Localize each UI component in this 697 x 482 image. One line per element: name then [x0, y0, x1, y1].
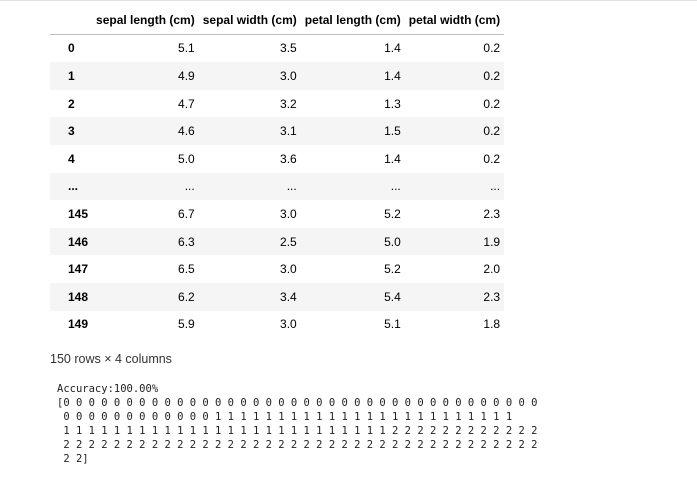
table-cell: 1.8	[483, 317, 501, 332]
table-cell: 2.3	[483, 206, 501, 221]
table-cell: 3.0	[280, 206, 297, 221]
row-index: 1	[68, 68, 75, 83]
table-cell: 5.0	[384, 234, 401, 249]
table-cell: 5.9	[178, 317, 195, 332]
table-cell: 4.7	[178, 96, 195, 111]
stdout-output: Accuracy:100.00% [0 0 0 0 0 0 0 0 0 0 0 …	[57, 382, 537, 466]
table-cell: 3.6	[280, 151, 297, 166]
table-cell: 5.2	[384, 262, 401, 277]
dataframe-shape-note: 150 rows × 4 columns	[50, 352, 172, 366]
table-row: 4 5.0 3.6 1.4 0.2	[50, 145, 504, 173]
table-cell: 3.1	[280, 124, 297, 139]
cell-top-divider	[0, 0, 697, 1]
table-cell: 1.9	[483, 234, 501, 249]
row-index: 3	[68, 124, 75, 139]
table-cell: 5.1	[384, 317, 401, 332]
prediction-line: 2 2 2 2 2 2 2 2 2 2 2 2 2 2 2 2 2 2 2 2 …	[57, 439, 538, 451]
row-index: 146	[68, 234, 89, 249]
accuracy-line: Accuracy:100.00%	[57, 383, 159, 395]
table-cell: 6.3	[178, 234, 195, 249]
row-index: ...	[68, 179, 79, 194]
prediction-line: 2 2]	[57, 453, 89, 465]
row-index: 2	[68, 96, 75, 111]
table-cell: 6.2	[178, 289, 195, 304]
prediction-line: 0 0 0 0 0 0 0 0 0 0 0 0 1 1 1 1 1 1 1 1 …	[57, 411, 513, 423]
index-header	[50, 6, 93, 35]
table-cell: 6.5	[178, 262, 195, 277]
table-row: 148 6.2 3.4 5.4 2.3	[50, 282, 505, 311]
table-row: 149 5.9 3.0 5.1 1.8	[50, 311, 504, 339]
table-cell: 2.3	[483, 289, 501, 304]
table-cell: 3.5	[280, 41, 297, 56]
row-index: 149	[68, 317, 89, 332]
header-row: sepal length (cm) sepal width (cm) petal…	[50, 6, 505, 35]
table-row: 1 4.9 3.0 1.4 0.2	[50, 62, 505, 90]
row-index: 145	[68, 206, 89, 221]
column-header: sepal width (cm)	[198, 6, 301, 35]
table-cell: ...	[390, 179, 401, 194]
column-header: petal length (cm)	[300, 6, 405, 35]
table-cell: 1.4	[384, 68, 401, 83]
row-index: 4	[68, 151, 75, 166]
table-cell: 1.3	[384, 96, 401, 111]
table-cell: 1.4	[384, 151, 401, 166]
prediction-line: 1 1 1 1 1 1 1 1 1 1 1 1 1 1 1 1 1 1 1 1 …	[57, 425, 538, 437]
table-cell: 0.2	[483, 68, 501, 83]
table-cell: 5.2	[384, 206, 401, 221]
table-cell: 4.6	[178, 124, 195, 139]
table-cell: ...	[286, 179, 297, 194]
column-header: sepal length (cm)	[92, 6, 199, 35]
table-row: 3 4.6 3.1 1.5 0.2	[50, 117, 505, 145]
table-cell: 5.1	[178, 41, 195, 56]
table-cell: 1.5	[384, 124, 401, 139]
table-cell: 6.7	[178, 206, 195, 221]
dataframe-output: sepal length (cm) sepal width (cm) petal…	[50, 6, 505, 339]
table-cell: 3.0	[280, 317, 297, 332]
row-index: 0	[68, 41, 75, 56]
table-cell: 0.2	[483, 96, 501, 111]
table-cell: 5.0	[178, 151, 195, 166]
table-cell: 0.2	[483, 41, 501, 56]
table-row: 2 4.7 3.2 1.3 0.2	[50, 90, 504, 118]
table-cell: 5.4	[384, 289, 401, 304]
table-cell: 0.2	[483, 151, 501, 166]
dataframe-table: sepal length (cm) sepal width (cm) petal…	[50, 6, 505, 339]
column-header: petal width (cm)	[404, 6, 505, 35]
table-row: 0 5.1 3.5 1.4 0.2	[50, 34, 504, 62]
table-cell: 1.4	[384, 41, 401, 56]
table-row-ellipsis: ... ... ... ... ...	[50, 172, 505, 201]
table-cell: 3.2	[280, 96, 297, 111]
table-cell: 4.9	[178, 68, 195, 83]
table-row: 146 6.3 2.5 5.0 1.9	[50, 227, 505, 256]
prediction-line: [0 0 0 0 0 0 0 0 0 0 0 0 0 0 0 0 0 0 0 0…	[57, 397, 538, 409]
table-cell: 3.4	[280, 289, 297, 304]
table-row: 145 6.7 3.0 5.2 2.3	[50, 200, 504, 228]
table-cell: ...	[184, 179, 195, 194]
row-index: 147	[68, 262, 89, 277]
table-cell: ...	[490, 179, 501, 194]
row-index: 148	[68, 289, 89, 304]
table-cell: 0.2	[483, 124, 501, 139]
table-cell: 2.5	[280, 234, 297, 249]
table-row: 147 6.5 3.0 5.2 2.0	[50, 255, 504, 283]
table-cell: 3.0	[280, 262, 297, 277]
table-cell: 2.0	[483, 262, 501, 277]
table-cell: 3.0	[280, 68, 297, 83]
